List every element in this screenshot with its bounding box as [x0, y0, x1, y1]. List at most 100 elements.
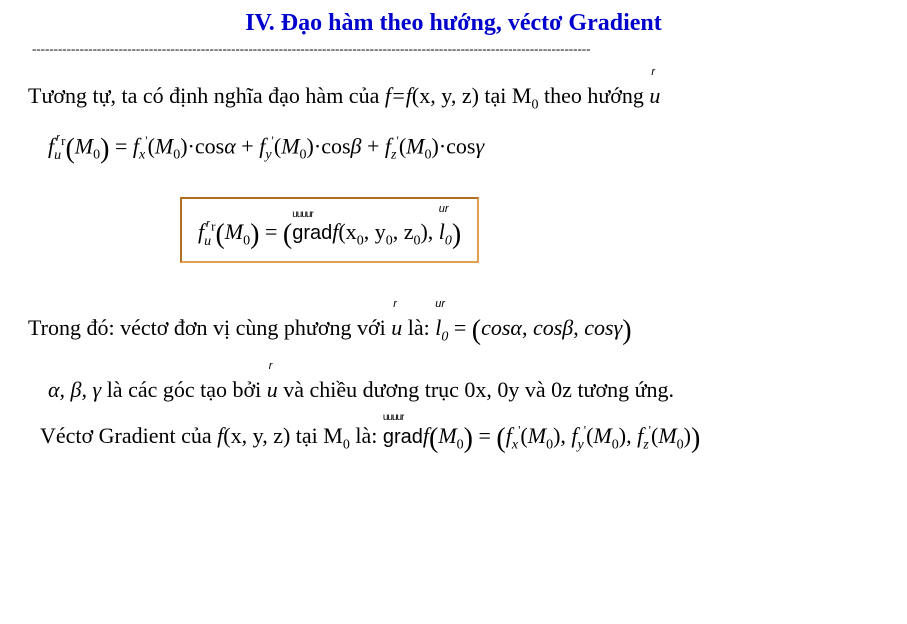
p1-text-c: theo hướng: [538, 83, 649, 108]
gd-x: x: [512, 438, 518, 453]
gradient-definition: uuuurgradf(M0) = (fx'(M0), fy'(M0), fz'(…: [383, 423, 700, 448]
f1-gamma: γ: [475, 133, 484, 158]
gd-M3s: 0: [677, 438, 684, 453]
l0-c2: ,: [573, 315, 584, 340]
f1-x: x: [139, 148, 145, 163]
f1-M1: M: [155, 133, 173, 158]
f1-cos3: cos: [446, 133, 475, 158]
gd-M2: M: [593, 423, 611, 448]
box-x0: 0: [357, 234, 364, 249]
p4-c: là:: [350, 423, 383, 448]
f1-M2s: 0: [300, 148, 307, 163]
l0-g: γ: [614, 315, 623, 340]
vector-u-1: u: [649, 71, 660, 112]
gd-grad: grad: [383, 426, 423, 448]
p1-f-italic: f=f: [385, 83, 412, 108]
vector-u-3: u: [267, 365, 278, 406]
f1-cos1: cos: [195, 133, 224, 158]
gd-c2: ,: [626, 423, 637, 448]
gd-p3: ': [649, 423, 651, 438]
f1-eq: =: [115, 133, 133, 158]
l0-c1: ,: [522, 315, 533, 340]
gd-c1: ,: [560, 423, 571, 448]
p4-sub: 0: [343, 438, 350, 453]
paragraph-2: Trong đó: véctơ đơn vị cùng phương với u…: [28, 303, 879, 350]
document-page: IV. Đạo hàm theo hướng, véctơ Gradient -…: [0, 0, 907, 492]
p1-text-b: (x, y, z) tại M: [412, 83, 532, 108]
box-M: M: [225, 219, 243, 244]
box-lp: (: [215, 219, 224, 250]
f1-z: z: [391, 148, 396, 163]
f1-cos2: cos: [321, 133, 350, 158]
f1-y: y: [265, 148, 271, 163]
gd-M: M: [438, 423, 456, 448]
box-rp: ): [250, 219, 259, 250]
box-cl: ): [420, 219, 427, 244]
gd-z: z: [643, 438, 648, 453]
gd-eq: =: [473, 423, 496, 448]
divider-dashes: ----------------------------------------…: [32, 41, 887, 57]
grad-vector: uuuurgrad: [292, 219, 332, 245]
p2-b: là:: [402, 315, 435, 340]
gd-y: y: [578, 438, 584, 453]
gd-rp: ): [464, 423, 473, 454]
l0-eq: =: [448, 315, 471, 340]
l0-cos1: cos: [481, 315, 510, 340]
page-title: IV. Đạo hàm theo hướng, véctơ Gradient: [20, 10, 887, 37]
box-y: , y: [364, 219, 386, 244]
f1-M: M: [75, 133, 93, 158]
f1-lparen: (: [65, 133, 74, 164]
f1-plus1: +: [241, 133, 259, 158]
p3-a: là các góc tạo bởi: [101, 377, 267, 402]
gd-op: (: [496, 423, 505, 454]
box-grad: grad: [292, 222, 332, 244]
l0-cos3: cos: [584, 315, 613, 340]
f1-M3: M: [406, 133, 424, 158]
f1-M2: M: [281, 133, 299, 158]
box-z: , z: [393, 219, 414, 244]
l0-vec: l0: [435, 303, 448, 347]
f1-M1s: 0: [173, 148, 180, 163]
f1-plus2: +: [367, 133, 385, 158]
l0-op: (: [472, 315, 481, 346]
paragraph-4: Véctơ Gradient của f(x, y, z) tại M0 là:…: [40, 419, 879, 458]
f1-alpha: α: [224, 133, 236, 158]
p3-greek: α, β, γ: [48, 377, 101, 402]
box-l0: l0: [439, 209, 452, 249]
box-op: (: [283, 219, 292, 250]
paragraph-3: α, β, γ là các góc tạo bởi u và chiều dư…: [48, 365, 879, 406]
gd-lp: (: [429, 423, 438, 454]
box-comma: ,: [428, 219, 439, 244]
l0-a: α: [510, 315, 522, 340]
box-sub-u: u: [204, 224, 211, 250]
box-cp: ): [452, 219, 461, 250]
l0-cos2: cos: [533, 315, 562, 340]
gd-Ms: 0: [457, 438, 464, 453]
f1-sub-u: u: [54, 138, 61, 164]
f1-p1: ': [145, 133, 147, 148]
gd-p2: ': [584, 423, 586, 438]
l0-sub: 0: [441, 330, 448, 345]
gd-M3: M: [658, 423, 676, 448]
box-args: (x: [338, 219, 356, 244]
gd-M1s: 0: [546, 438, 553, 453]
p4-a: Véctơ Gradient của: [40, 423, 217, 448]
f1-p2: ': [272, 133, 274, 148]
p2-a: Trong đó: véctơ đơn vị cùng phương với: [28, 315, 391, 340]
paragraph-1: Tương tự, ta có định nghĩa đạo hàm của f…: [28, 71, 879, 115]
gd-p1: ': [518, 423, 520, 438]
p3-b: và chiều dương trục 0x, 0y và 0z tương ứ…: [278, 377, 674, 402]
f1-beta: β: [351, 133, 362, 158]
gd-M2s: 0: [612, 438, 619, 453]
f1-rparen: ): [100, 133, 109, 164]
l0-definition: l0 = (cosα, cosβ, cosγ): [435, 315, 631, 340]
grad-vector-2: uuuurgrad: [383, 421, 423, 452]
l0-b: β: [562, 315, 573, 340]
gd-M1: M: [528, 423, 546, 448]
vector-u-2: u: [391, 303, 402, 344]
gd-cl: ): [691, 423, 700, 454]
boxed-formula: fur(M0) = (uuuurgradf(x0, y0, z0), l0): [180, 197, 479, 263]
box-l0s: 0: [445, 234, 452, 249]
f1-M3s: 0: [424, 148, 431, 163]
p4-b: (x, y, z) tại M: [223, 423, 343, 448]
